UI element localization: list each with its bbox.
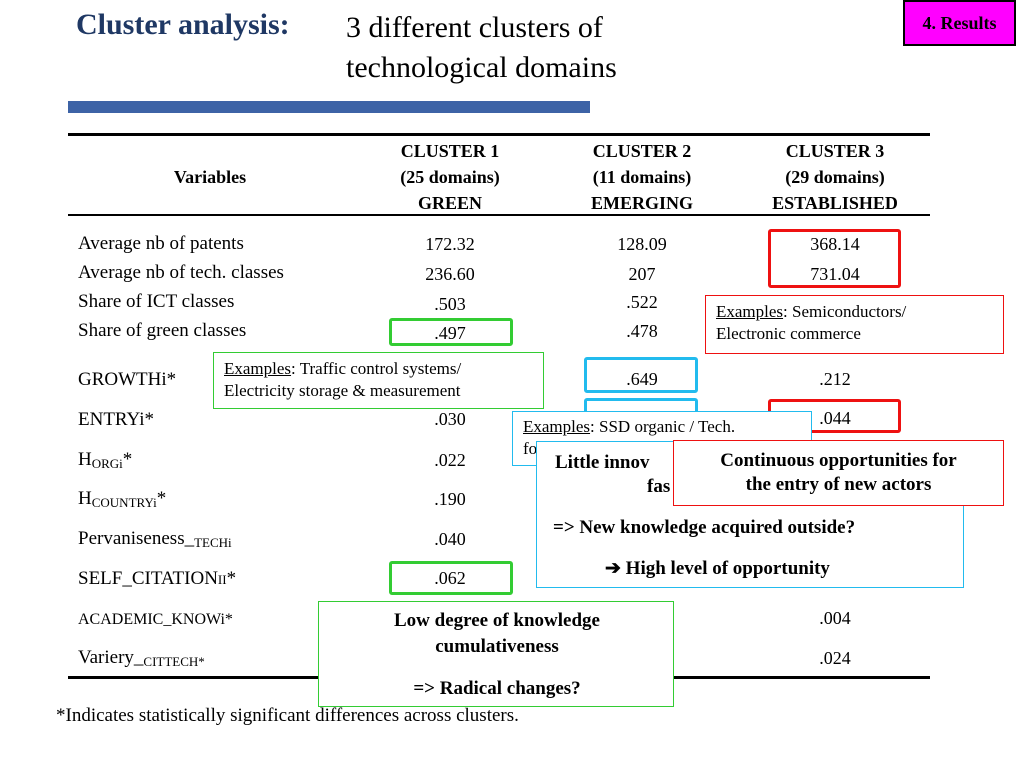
callout-low-degree: Low degree of knowledge cumulativeness =… bbox=[318, 601, 674, 707]
row-label-growth: GROWTHi* bbox=[78, 369, 177, 390]
cluster-3-name: CLUSTER 3 bbox=[785, 141, 885, 161]
row-label-avg-patents: Average nb of patents bbox=[78, 233, 244, 254]
c3-growth: .212 bbox=[819, 369, 851, 389]
row-label-academic-know: ACADEMIC_KNOWi* bbox=[78, 611, 233, 628]
title-line-1: 3 different clusters of bbox=[346, 11, 603, 44]
callout-ssd-line2: fo bbox=[523, 439, 538, 458]
cluster-3-header: CLUSTER 3 (29 domains) ESTABLISHED bbox=[745, 138, 925, 216]
title-underline-bar bbox=[68, 101, 590, 113]
callout-ssd-text: : SSD organic / Tech. bbox=[590, 417, 736, 436]
callout-little-line2: fas bbox=[647, 476, 671, 497]
variables-header: Variables bbox=[173, 167, 247, 187]
callout-continuous: Continuous opportunities for the entry o… bbox=[673, 440, 1004, 506]
cluster-1-header: CLUSTER 1 (25 domains) GREEN bbox=[360, 138, 540, 216]
c1-entry: .030 bbox=[434, 409, 466, 429]
row-label-share-ict: Share of ICT classes bbox=[78, 291, 235, 312]
footnote: *Indicates statistically significant dif… bbox=[56, 705, 519, 726]
callout-traffic: Examples: Traffic control systems/ Elect… bbox=[213, 352, 544, 409]
c2-growth: .649 bbox=[626, 369, 658, 389]
callout-little-line3: => New knowledge acquired outside? bbox=[553, 517, 856, 538]
cluster-3-size: (29 domains) bbox=[785, 167, 885, 187]
c1-h-country: .190 bbox=[434, 489, 466, 509]
table-header-rule bbox=[68, 214, 930, 216]
table-top-rule bbox=[68, 133, 930, 136]
c1-share-green: .497 bbox=[434, 323, 466, 343]
arrow-right-icon: ➔ bbox=[605, 558, 621, 579]
c2-share-green: .478 bbox=[626, 321, 658, 341]
c3-academic-know: .004 bbox=[819, 608, 851, 628]
row-label-variety: Variery_CITTECH* bbox=[78, 647, 205, 669]
c1-avg-patents: 172.32 bbox=[425, 234, 475, 254]
callout-semiconductors-text: : Semiconductors/ bbox=[783, 302, 907, 321]
cluster-2-name: CLUSTER 2 bbox=[592, 141, 692, 161]
row-label-h-org: HORGi* bbox=[78, 449, 133, 471]
row-label-share-green: Share of green classes bbox=[78, 320, 247, 341]
c1-self-citation: .062 bbox=[434, 568, 466, 588]
callout-little-line4: High level of opportunity bbox=[625, 558, 830, 579]
highlight-c1-green-share bbox=[389, 318, 513, 346]
row-label-self-citation: SELF_CITATIONii* bbox=[78, 568, 237, 589]
callout-little-line1: Little innov bbox=[555, 452, 650, 473]
c2-share-ict: .522 bbox=[626, 292, 658, 312]
row-label-pervasiveness: Pervaniseness_TECHi bbox=[78, 528, 232, 550]
cluster-2-header: CLUSTER 2 (11 domains) EMERGING bbox=[552, 138, 732, 216]
callout-little-line4-wrap: ➔ High level of opportunity bbox=[605, 558, 830, 580]
callout-traffic-line2: Electricity storage & measurement bbox=[224, 381, 461, 400]
c1-avg-tech-classes: 236.60 bbox=[425, 264, 475, 284]
title-bold: Cluster analysis: bbox=[76, 8, 290, 41]
callout-low-line3: => Radical changes? bbox=[413, 678, 581, 699]
c2-avg-patents: 128.09 bbox=[617, 234, 667, 254]
cluster-2-size: (11 domains) bbox=[592, 167, 692, 187]
callout-continuous-line2: the entry of new actors bbox=[745, 474, 932, 495]
c2-avg-tech-classes: 207 bbox=[628, 264, 656, 284]
callout-traffic-text: : Traffic control systems/ bbox=[291, 359, 462, 378]
callout-low-line1: Low degree of knowledge bbox=[394, 610, 600, 631]
title-rest: 3 different clusters of technological do… bbox=[346, 8, 617, 88]
callout-semiconductors-line2: Electronic commerce bbox=[716, 324, 861, 343]
c3-variety: .024 bbox=[819, 648, 851, 668]
cluster-2-label: EMERGING bbox=[590, 193, 693, 213]
c3-avg-tech-classes: 731.04 bbox=[810, 264, 860, 284]
cluster-1-size: (25 domains) bbox=[400, 167, 500, 187]
c1-share-ict: .503 bbox=[434, 294, 466, 314]
c3-entry: .044 bbox=[819, 408, 851, 428]
cluster-1-name: CLUSTER 1 bbox=[400, 141, 500, 161]
callout-low-line2: cumulativeness bbox=[435, 636, 559, 657]
highlight-c1-self-citation bbox=[389, 561, 513, 595]
highlight-c3-patents-classes bbox=[768, 229, 901, 288]
cluster-3-label: ESTABLISHED bbox=[772, 193, 898, 213]
c3-avg-patents: 368.14 bbox=[810, 234, 860, 254]
callout-traffic-prefix: Examples bbox=[224, 359, 292, 378]
row-label-avg-tech-classes: Average nb of tech. classes bbox=[78, 262, 284, 283]
highlight-c2-growth bbox=[584, 357, 698, 393]
callout-semiconductors-prefix: Examples bbox=[716, 302, 784, 321]
callout-continuous-line1: Continuous opportunities for bbox=[720, 450, 957, 471]
title-line-2: technological domains bbox=[346, 51, 617, 84]
c1-h-org: .022 bbox=[434, 450, 466, 470]
row-label-entry: ENTRYi* bbox=[78, 409, 155, 430]
callout-ssd-prefix: Examples bbox=[523, 417, 591, 436]
callout-semiconductors: Examples: Semiconductors/ Electronic com… bbox=[705, 295, 1004, 354]
cluster-1-label: GREEN bbox=[417, 193, 482, 213]
c1-pervasiveness: .040 bbox=[434, 529, 466, 549]
row-label-h-country: HCOUNTRYi* bbox=[78, 488, 167, 510]
results-badge: 4. Results bbox=[903, 0, 1016, 46]
